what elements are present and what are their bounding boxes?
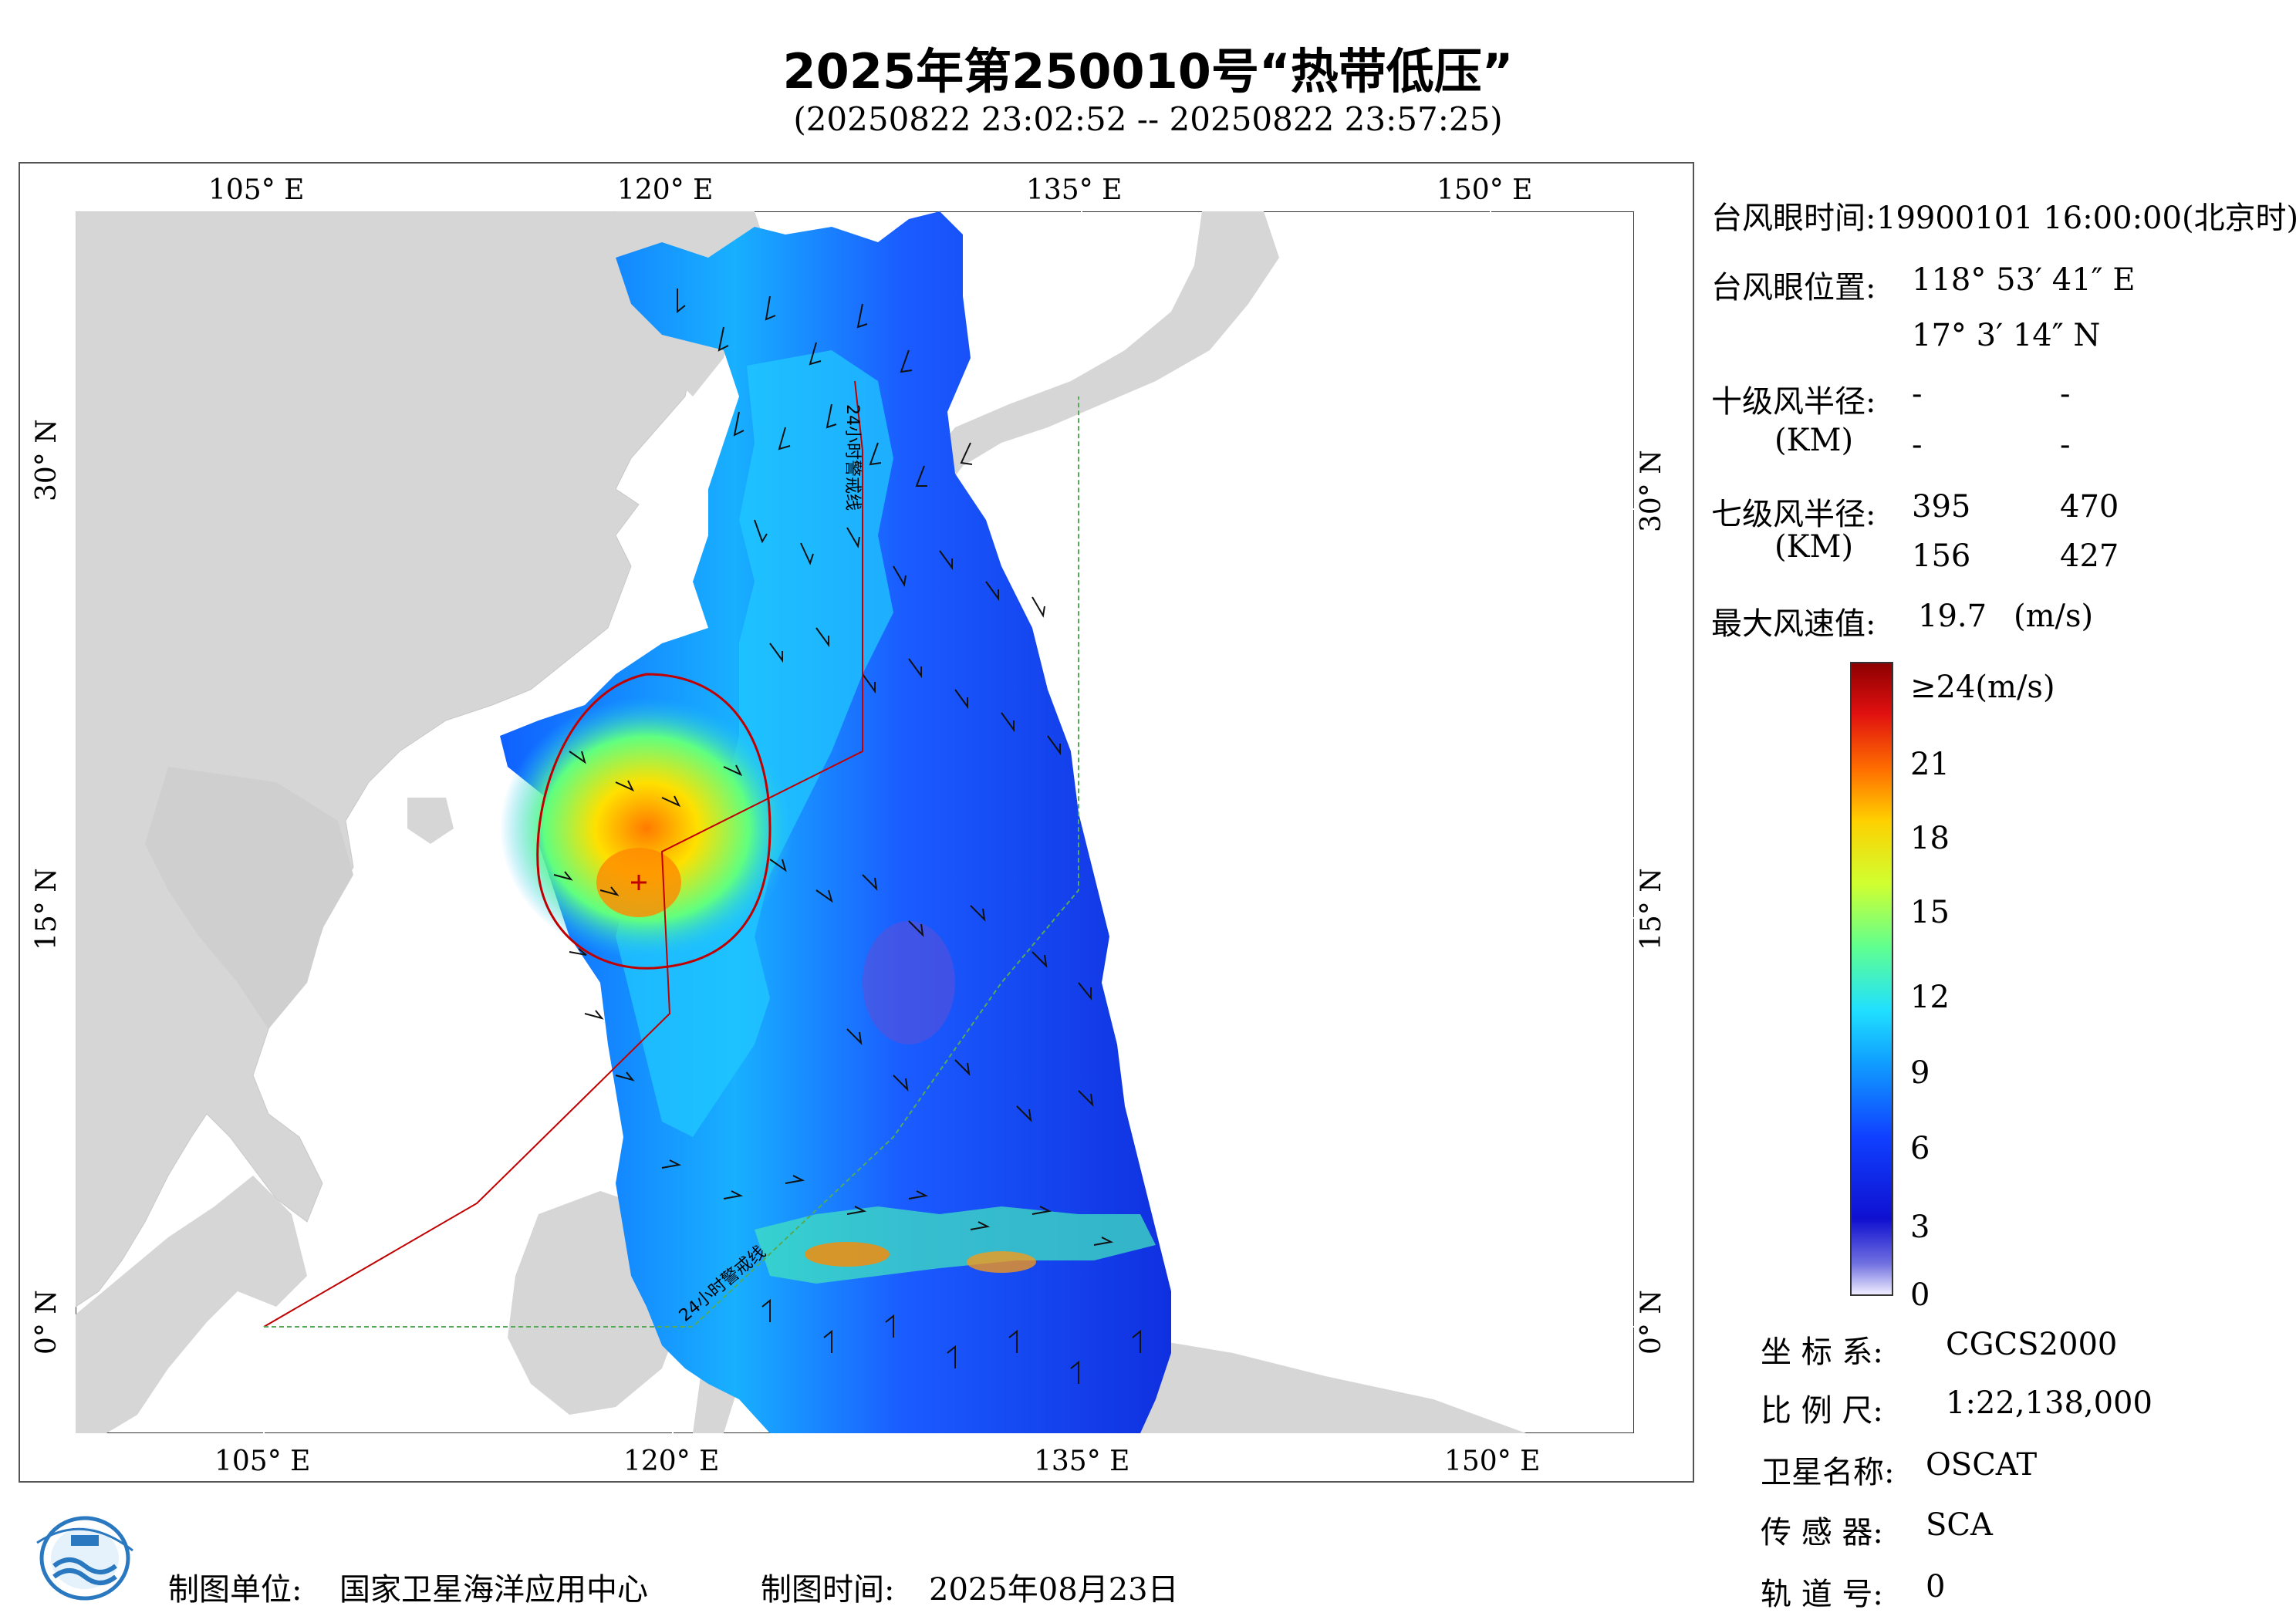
max-wind-value: 19.7 <box>1918 599 1987 634</box>
land-hainan <box>407 798 454 844</box>
satellite-label: 卫星名称: <box>1761 1455 1895 1490</box>
map-subtitle: (20250822 23:02:52 -- 20250822 23:57:25) <box>793 100 1503 138</box>
eye-longitude: 118° 53′ 41″ E <box>1912 262 2136 298</box>
eye-time-value: 19900101 16:00:00(北京时) <box>1876 201 2296 236</box>
orbit-value: 0 <box>1926 1569 1946 1604</box>
r10-value-2: - <box>2060 376 2071 412</box>
producer-value: 国家卫星海洋应用中心 <box>339 1572 648 1608</box>
nsoas-logo <box>36 1516 133 1601</box>
lat-tick-right-0: 0° N <box>1636 1290 1667 1355</box>
lat-tick-left-0: 0° N <box>31 1290 62 1355</box>
alert-line-48h <box>264 396 1079 1328</box>
colorbar-ramp <box>1850 662 1893 1296</box>
colorbar-label-12: 12 <box>1910 980 1950 1015</box>
crs-value: CGCS2000 <box>1946 1327 2118 1362</box>
lon-tick-bottom-135: 135° E <box>1034 1446 1130 1477</box>
eye-time-label: 台风眼时间: <box>1711 201 1876 236</box>
sensor-label: 传 感 器: <box>1761 1515 1883 1550</box>
lat-tick-left-30: 30° N <box>31 419 62 501</box>
land-indochina <box>145 767 353 1029</box>
colorbar-label-21: 21 <box>1910 747 1950 782</box>
lat-tick-right-30: 30° N <box>1636 450 1667 532</box>
wind-swath <box>500 211 1171 1433</box>
max-wind-label: 最大风速值: <box>1711 606 1876 642</box>
r10-value-3: - <box>1912 427 1923 463</box>
r7-value-3: 156 <box>1912 538 1971 574</box>
lon-tick-bottom-120: 120° E <box>623 1446 720 1477</box>
producer-label: 制图单位: <box>168 1572 302 1608</box>
land-asia-mainland <box>76 211 694 1308</box>
max-wind-unit: (m/s) <box>2014 599 2094 634</box>
lon-tick-top-150: 150° E <box>1437 174 1533 206</box>
wind-speed-colorbar <box>1850 662 1893 1296</box>
panel-divider <box>1694 162 1696 1483</box>
orbit-label: 轨 道 号: <box>1761 1577 1883 1612</box>
southern-hot-1 <box>805 1242 890 1267</box>
southern-hot-2 <box>967 1251 1036 1273</box>
warning-line-24h <box>263 380 863 1328</box>
r7-unit: (KM) <box>1774 529 1854 565</box>
colorbar-label-6: 6 <box>1910 1131 1930 1166</box>
lon-tick-top-135: 135° E <box>1026 174 1123 206</box>
production-time-value: 2025年08月23日 <box>929 1572 1179 1608</box>
sensor-value: SCA <box>1926 1507 1993 1543</box>
lon-tick-bottom-150: 150° E <box>1444 1446 1541 1477</box>
r10-value-4: - <box>2060 427 2071 463</box>
wind-field-map: 24小时警戒线 24小时警戒线 <box>76 211 1634 1433</box>
eye-latitude: 17° 3′ 14″ N <box>1912 318 2101 353</box>
crs-label: 坐 标 系: <box>1761 1335 1883 1370</box>
colorbar-label-18: 18 <box>1910 821 1950 856</box>
warning-line-label-upper: 24小时警戒线 <box>842 404 862 511</box>
lon-tick-top-105: 105° E <box>208 174 305 206</box>
cyclone-eye-marker <box>631 875 647 890</box>
r10-label: 十级风半径: <box>1711 384 1876 420</box>
r7-value-1: 395 <box>1912 489 1971 525</box>
colorbar-label-9: 9 <box>1910 1055 1930 1091</box>
colorbar-label-15: 15 <box>1910 895 1950 930</box>
eye-position-label: 台风眼位置: <box>1711 270 1876 305</box>
r10-unit: (KM) <box>1774 423 1854 458</box>
wind-barbs <box>553 288 1141 1384</box>
lat-tick-left-15: 15° N <box>31 868 62 950</box>
cyclone-core <box>500 697 793 960</box>
r7-label: 七级风半径: <box>1711 497 1876 532</box>
lon-tick-top-120: 120° E <box>617 174 714 206</box>
satellite-value: OSCAT <box>1926 1447 2038 1483</box>
scale-value: 1:22,138,000 <box>1946 1385 2152 1421</box>
lat-tick-right-15: 15° N <box>1636 868 1667 950</box>
r10-value-1: - <box>1912 376 1923 412</box>
colorbar-label-3: 3 <box>1910 1210 1930 1245</box>
lon-tick-bottom-105: 105° E <box>214 1446 311 1477</box>
map-title: 2025年第250010号“热带低压” <box>782 43 1514 100</box>
scale-label: 比 例 尺: <box>1761 1393 1883 1429</box>
colorbar-label-0: 0 <box>1910 1277 1930 1313</box>
land-japan <box>924 211 1279 497</box>
production-time-label: 制图时间: <box>761 1572 895 1608</box>
land-malay-sumatra <box>76 1176 307 1433</box>
weak-wind-patch <box>863 921 955 1044</box>
wind-radius-7 <box>536 673 772 970</box>
r7-value-2: 470 <box>2060 489 2119 525</box>
r7-value-4: 427 <box>2060 538 2119 574</box>
colorbar-label-24: ≥24(m/s) <box>1910 670 2055 705</box>
